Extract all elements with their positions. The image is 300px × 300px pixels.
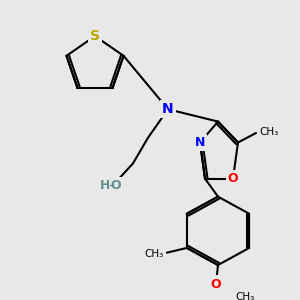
Text: CH₃: CH₃: [235, 292, 254, 300]
Text: S: S: [90, 29, 100, 43]
Text: N: N: [195, 136, 205, 149]
Text: CH₃: CH₃: [259, 127, 278, 137]
Text: N: N: [162, 102, 174, 116]
Text: H: H: [100, 179, 110, 192]
Text: O: O: [228, 172, 238, 185]
Text: O: O: [111, 179, 121, 192]
Text: CH₃: CH₃: [145, 249, 164, 259]
Text: O: O: [211, 278, 221, 290]
